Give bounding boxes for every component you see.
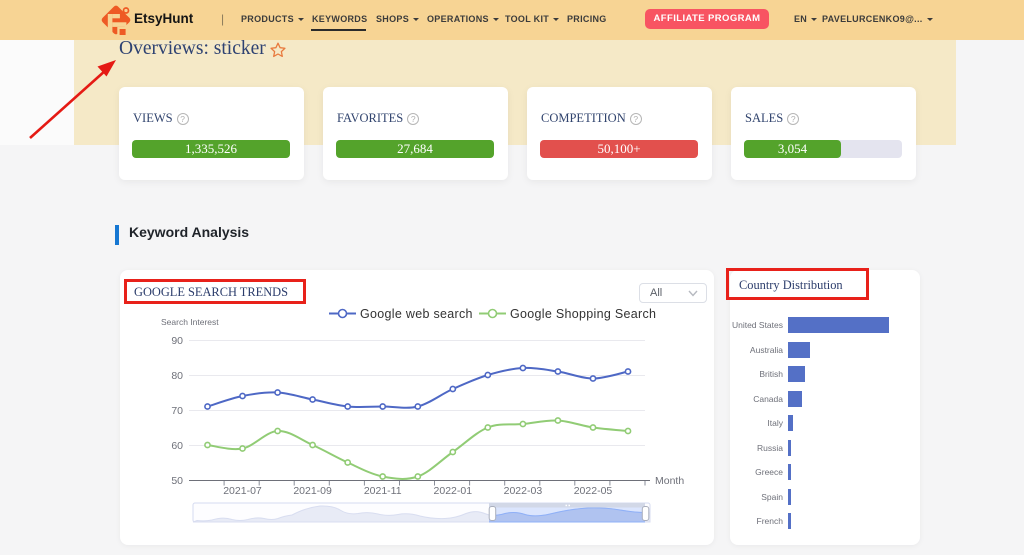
svg-text:90: 90 bbox=[171, 335, 183, 347]
svg-text:2022-05: 2022-05 bbox=[574, 485, 613, 497]
svg-text:2022-03: 2022-03 bbox=[504, 485, 543, 497]
svg-text:80: 80 bbox=[171, 370, 183, 382]
svg-text:2022-01: 2022-01 bbox=[434, 485, 473, 497]
svg-text:2021-07: 2021-07 bbox=[223, 485, 262, 497]
svg-text:2021-09: 2021-09 bbox=[293, 485, 332, 497]
svg-text:50: 50 bbox=[171, 475, 183, 487]
svg-text:2021-11: 2021-11 bbox=[364, 485, 402, 497]
svg-text:60: 60 bbox=[171, 440, 183, 452]
svg-text:70: 70 bbox=[171, 405, 183, 417]
svg-text:Month: Month bbox=[655, 475, 684, 487]
svg-text:Search Interest: Search Interest bbox=[161, 317, 219, 327]
